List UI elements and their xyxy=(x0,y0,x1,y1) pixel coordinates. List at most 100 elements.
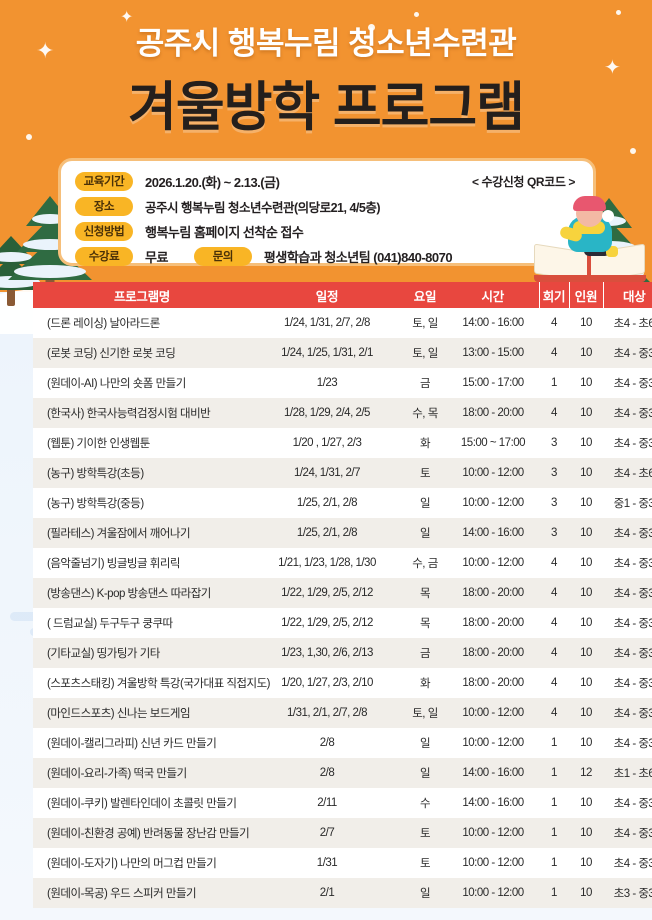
program-name-cell: (원데이-AI) 나만의 숏폼 만들기 xyxy=(47,378,186,390)
sessions-cell: 1 xyxy=(551,377,557,389)
capacity-cell: 10 xyxy=(580,407,592,419)
fee-value: 무료 xyxy=(145,249,168,265)
time-cell: 10:00 - 12:00 xyxy=(462,887,524,899)
column-header-time: 시간 xyxy=(447,282,539,308)
target-cell: 초4 - 중3 xyxy=(613,588,652,600)
day-cell: 일 xyxy=(419,888,431,900)
time-cell: 18:00 - 20:00 xyxy=(462,587,524,599)
capacity-cell: 10 xyxy=(580,737,592,749)
program-name-cell: (원데이-친환경 공예) 반려동물 장난감 만들기 xyxy=(47,828,250,840)
time-cell: 18:00 - 20:00 xyxy=(462,677,524,689)
schedule-cell: 1/21, 1/23, 1/28, 1/30 xyxy=(278,557,376,569)
capacity-cell: 10 xyxy=(580,497,592,509)
sessions-cell: 3 xyxy=(551,467,557,479)
fee-badge: 수강료 xyxy=(75,246,133,266)
schedule-cell: 1/24, 1/31, 2/7, 2/8 xyxy=(284,317,370,329)
sessions-cell: 4 xyxy=(551,617,557,629)
sessions-cell: 4 xyxy=(551,647,557,659)
sessions-cell: 4 xyxy=(551,677,557,689)
schedule-cell: 1/28, 1/29, 2/4, 2/5 xyxy=(284,407,370,419)
time-cell: 14:00 - 16:00 xyxy=(462,527,524,539)
sessions-cell: 1 xyxy=(551,767,557,779)
target-cell: 초4 - 중3 xyxy=(613,798,652,810)
table-row: (필라테스) 겨울잠에서 깨어나기 1/25, 2/1, 2/8 일 14:00 - … xyxy=(33,518,652,548)
target-cell: 초4 - 중3 xyxy=(613,438,652,450)
day-cell: 수 xyxy=(419,798,431,810)
capacity-cell: 10 xyxy=(580,347,592,359)
table-row: ( 드럼교실) 두구두구 쿵쿠따 1/22, 1/29, 2/5, 2/12 목 18… xyxy=(33,608,652,638)
program-name-cell: (원데이-캘리그라피) 신년 카드 만들기 xyxy=(47,738,217,750)
target-cell: 초4 - 중3 xyxy=(613,678,652,690)
child-reading-book-icon xyxy=(534,196,646,288)
program-table-container: 프로그램명 일정 요일 시간 회기 인원 대상 (드론 레이싱) 날아라드론 1/… xyxy=(33,282,652,908)
table-row: (원데이-도자기) 나만의 머그컵 만들기 1/31 토 10:00 - 12:00 1… xyxy=(33,848,652,878)
table-row: (원데이-목공) 우드 스피커 만들기 2/1 일 10:00 - 12:00 1 10 초… xyxy=(33,878,652,908)
place-value: 공주시 행복누림 청소년수련관(의당로21, 4/5층) xyxy=(145,200,381,215)
target-cell: 초4 - 중3 xyxy=(613,408,652,420)
schedule-cell: 1/23 xyxy=(316,377,338,389)
target-cell: 초4 - 중3 xyxy=(613,708,652,720)
sessions-cell: 3 xyxy=(551,437,557,449)
schedule-cell: 1/31 xyxy=(316,857,338,869)
table-row: (웹툰) 기이한 인생웹툰 1/20 , 1/27, 2/3 화 15:00 ~ 17… xyxy=(33,428,652,458)
program-name-cell: (드론 레이싱) 날아라드론 xyxy=(47,318,160,330)
program-name-cell: (원데이-목공) 우드 스피커 만들기 xyxy=(47,888,197,900)
day-cell: 수, 금 xyxy=(412,558,438,570)
period-value: 2026.1.20.(화) ~ 2.13.(금) xyxy=(145,174,280,190)
time-cell: 13:00 - 15:00 xyxy=(462,347,524,359)
capacity-cell: 10 xyxy=(580,467,592,479)
table-header: 프로그램명 일정 요일 시간 회기 인원 대상 xyxy=(33,282,652,308)
day-cell: 일 xyxy=(419,528,431,540)
sessions-cell: 1 xyxy=(551,797,557,809)
sessions-cell: 4 xyxy=(551,407,557,419)
target-cell: 초4 - 중3 xyxy=(613,828,652,840)
poster-title-block: 공주시 행복누림 청소년수련관 겨울방학 프로그램 xyxy=(0,18,652,141)
time-cell: 10:00 - 12:00 xyxy=(462,707,524,719)
time-cell: 18:00 - 20:00 xyxy=(462,407,524,419)
target-cell: 초4 - 초6 xyxy=(613,468,652,480)
program-name-cell: (방송댄스) K-pop 방송댄스 따라잡기 xyxy=(47,588,211,600)
schedule-cell: 1/31, 2/1, 2/7, 2/8 xyxy=(286,707,368,719)
time-cell: 10:00 - 12:00 xyxy=(462,497,524,509)
program-name-cell: (마인드스포츠) 신나는 보드게임 xyxy=(47,708,191,720)
target-cell: 초4 - 중3 xyxy=(613,858,652,870)
table-header-row: 프로그램명 일정 요일 시간 회기 인원 대상 xyxy=(33,282,652,308)
table-row: (기타교실) 띵가팅가 기타 1/23, 1,30, 2/6, 2/13 금 18:0… xyxy=(33,638,652,668)
organization-name: 공주시 행복누림 청소년수련관 xyxy=(135,26,517,61)
schedule-cell: 2/7 xyxy=(319,827,335,839)
day-cell: 목 xyxy=(419,588,431,600)
target-cell: 중1 - 중3 xyxy=(613,498,652,510)
day-cell: 화 xyxy=(419,678,431,690)
table-row: (로봇 코딩) 신기한 로봇 코딩 1/24, 1/25, 1/31, 2/1 토,… xyxy=(33,338,652,368)
target-cell: 초4 - 중3 xyxy=(613,618,652,630)
capacity-cell: 10 xyxy=(580,887,592,899)
schedule-cell: 1/24, 1/31, 2/7 xyxy=(293,467,361,479)
program-name-cell: (농구) 방학특강(초등) xyxy=(47,468,144,480)
schedule-cell: 1/20 , 1/27, 2/3 xyxy=(292,437,362,449)
day-cell: 토 xyxy=(419,858,431,870)
day-cell: 일 xyxy=(419,498,431,510)
cloud-icon xyxy=(612,636,646,645)
time-cell: 18:00 - 20:00 xyxy=(462,617,524,629)
column-header-schedule: 일정 xyxy=(251,282,403,308)
table-row: (음악줄넘기) 빙글빙글 휘리릭 1/21, 1/23, 1/28, 1/30 수,… xyxy=(33,548,652,578)
target-cell: 초4 - 중3 xyxy=(613,528,652,540)
info-row-period: 교육기간 2026.1.20.(화) ~ 2.13.(금) xyxy=(75,169,581,193)
info-row-fee: 수강료 무료 문의 평생학습과 청소년팀 (041)840-8070 xyxy=(75,244,581,268)
day-cell: 토, 일 xyxy=(412,318,438,330)
sessions-cell: 1 xyxy=(551,737,557,749)
day-cell: 수, 목 xyxy=(412,408,438,420)
time-cell: 10:00 - 12:00 xyxy=(462,827,524,839)
program-name-cell: (웹툰) 기이한 인생웹툰 xyxy=(47,438,150,450)
place-badge: 장소 xyxy=(75,196,133,216)
column-header-sessions: 회기 xyxy=(538,282,569,308)
program-name-cell: (음악줄넘기) 빙글빙글 휘리릭 xyxy=(47,558,181,570)
schedule-cell: 2/1 xyxy=(319,887,335,899)
target-cell: 초4 - 중3 xyxy=(613,648,652,660)
time-cell: 10:00 - 12:00 xyxy=(462,467,524,479)
schedule-cell: 1/23, 1,30, 2/6, 2/13 xyxy=(281,647,373,659)
program-name-cell: (필라테스) 겨울잠에서 깨어나기 xyxy=(47,528,191,540)
period-badge: 교육기간 xyxy=(75,171,133,191)
capacity-cell: 12 xyxy=(580,767,592,779)
